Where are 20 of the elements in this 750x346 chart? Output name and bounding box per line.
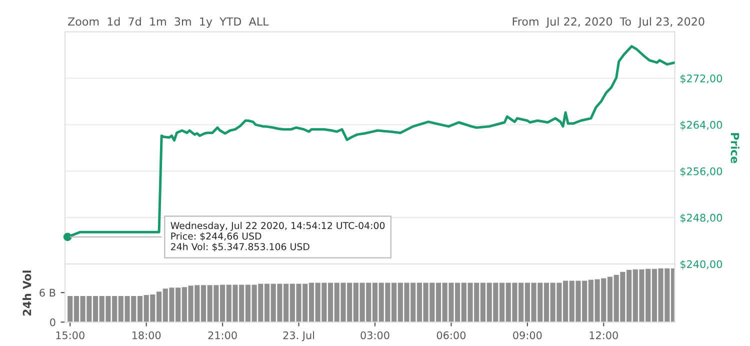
x-tick-label: 15:00 bbox=[56, 331, 84, 340]
x-tick-label: 23. Jul bbox=[283, 331, 314, 342]
x-tick-label: 03:00 bbox=[360, 331, 390, 340]
x-tick-label: 21:00 bbox=[208, 331, 237, 340]
text: From Jul 22, 2020 To Jul 23, 2020 bbox=[512, 17, 704, 28]
text: Zoom 1d 7d 1m 3m 1y YTD ALL bbox=[68, 17, 269, 28]
x-tick-label: 18:00 bbox=[132, 331, 161, 340]
x-tick-label: 12:00 bbox=[590, 331, 618, 340]
y-tick-label: $248,00 bbox=[680, 214, 722, 224]
y-tick-label: $240,00 bbox=[680, 260, 722, 270]
annotation: Wednesday, Jul 22 2020, 14:54:12 UTC-04:00 Price: $244,66 USD 24h Vol: $5.347.853.106 USD bbox=[170, 222, 385, 252]
y-tick-label: 6 B bbox=[40, 288, 56, 297]
x-tick-label: 06:00 bbox=[436, 331, 466, 340]
y-tick-label: 0 bbox=[50, 318, 56, 326]
y-axis-title: Price bbox=[730, 133, 740, 164]
y-tick-label: $256,00 bbox=[680, 167, 722, 177]
y-tick-label: $264,00 bbox=[680, 120, 722, 130]
x-tick-label: 09:00 bbox=[513, 331, 542, 340]
y-axis-title: 24h Vol bbox=[22, 270, 32, 316]
y-tick-label: $272,00 bbox=[680, 74, 722, 84]
